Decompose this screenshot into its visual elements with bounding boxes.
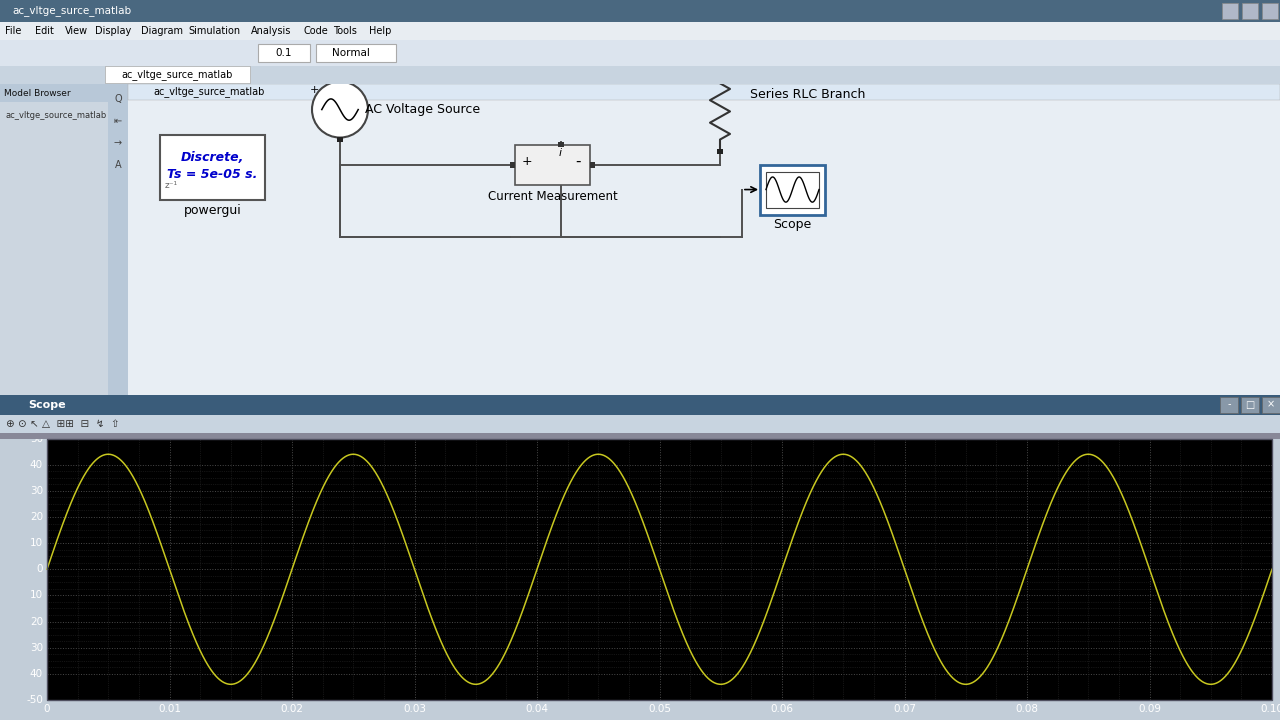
Bar: [0, 395, 1280, 415]
Text: 10: 10: [29, 538, 44, 548]
Bar: [0, 22, 1280, 40]
Bar: [558, 142, 563, 147]
Text: Analysis: Analysis: [251, 26, 292, 36]
Text: Scope: Scope: [28, 400, 65, 410]
Text: →: →: [114, 138, 122, 148]
Bar: [509, 161, 515, 168]
Text: Q: Q: [114, 94, 122, 104]
Text: 0.01: 0.01: [157, 704, 180, 714]
Bar: [47, 438, 1272, 700]
Text: 0.03: 0.03: [403, 704, 426, 714]
Text: 0: 0: [44, 704, 50, 714]
Text: Model Browser: Model Browser: [4, 89, 70, 97]
Text: Edit: Edit: [35, 26, 54, 36]
Text: -50: -50: [26, 695, 44, 705]
Text: Simulation: Simulation: [188, 26, 241, 36]
Text: AC Voltage Source: AC Voltage Source: [365, 103, 480, 116]
Text: Discrete,: Discrete,: [180, 150, 244, 164]
Text: 0.10: 0.10: [1261, 704, 1280, 714]
Text: powergui: powergui: [183, 204, 242, 217]
Text: 0.04: 0.04: [526, 704, 549, 714]
Bar: [47, 438, 1272, 700]
Bar: [765, 171, 819, 207]
Text: Scope: Scope: [773, 218, 812, 231]
Bar: [1262, 3, 1277, 19]
Text: Code: Code: [303, 26, 328, 36]
Text: -: -: [575, 154, 581, 169]
Text: ac_vltge_surce_matlab: ac_vltge_surce_matlab: [12, 6, 131, 17]
Text: File: File: [5, 26, 22, 36]
Text: Tools: Tools: [333, 26, 357, 36]
Text: Normal: Normal: [332, 48, 370, 58]
Text: A: A: [115, 160, 122, 170]
Bar: [717, 35, 723, 40]
Text: +: +: [522, 155, 532, 168]
Bar: [1262, 397, 1280, 413]
Text: i: i: [559, 148, 562, 158]
Text: Help: Help: [369, 26, 390, 36]
Text: 0.05: 0.05: [648, 704, 671, 714]
Text: 20: 20: [29, 512, 44, 522]
Bar: [590, 161, 595, 168]
Text: ac_vltge_source_matlab: ac_vltge_source_matlab: [6, 112, 108, 120]
Bar: [259, 44, 310, 62]
Text: 50: 50: [29, 433, 44, 444]
Text: 0.07: 0.07: [893, 704, 916, 714]
Text: 40: 40: [29, 459, 44, 469]
Text: z⁻¹: z⁻¹: [165, 181, 178, 189]
Text: Ts = 5e-05 s.: Ts = 5e-05 s.: [168, 168, 257, 181]
Text: View: View: [65, 26, 88, 36]
Circle shape: [312, 81, 369, 138]
Text: Series RLC Branch: Series RLC Branch: [750, 88, 865, 101]
Bar: [105, 66, 250, 83]
Text: 0.06: 0.06: [771, 704, 794, 714]
Text: ⇤: ⇤: [114, 116, 122, 126]
Text: ×: ×: [1267, 400, 1275, 410]
Text: 30: 30: [29, 643, 44, 653]
Text: 30: 30: [29, 486, 44, 496]
Text: 0.09: 0.09: [1138, 704, 1161, 714]
Bar: [128, 100, 1280, 395]
Bar: [717, 148, 723, 153]
Bar: [1220, 397, 1238, 413]
Bar: [0, 433, 1280, 438]
Text: ac_vltge_surce_matlab: ac_vltge_surce_matlab: [122, 70, 233, 81]
Text: □: □: [1245, 400, 1254, 410]
Text: ⊕ ⊙ ↖ △  ⊞⊞  ⊟  ↯  ⇧: ⊕ ⊙ ↖ △ ⊞⊞ ⊟ ↯ ⇧: [6, 418, 120, 428]
Text: 20: 20: [29, 616, 44, 626]
Bar: [0, 40, 1280, 66]
Bar: [0, 66, 1280, 84]
Bar: [1242, 397, 1260, 413]
Text: Diagram: Diagram: [142, 26, 183, 36]
Text: +: +: [310, 84, 319, 94]
Bar: [0, 84, 108, 102]
Text: 0.1: 0.1: [275, 48, 292, 58]
Text: Display: Display: [95, 26, 132, 36]
Bar: [316, 44, 396, 62]
Bar: [1222, 3, 1238, 19]
Bar: [515, 145, 590, 184]
Text: ac_vltge_surce_matlab: ac_vltge_surce_matlab: [154, 86, 265, 97]
Text: 0.08: 0.08: [1015, 704, 1038, 714]
Bar: [0, 84, 108, 395]
Bar: [108, 84, 128, 395]
Text: 10: 10: [29, 590, 44, 600]
Text: -: -: [1228, 400, 1231, 410]
Bar: [160, 135, 265, 199]
Text: Current Measurement: Current Measurement: [488, 190, 617, 203]
Bar: [128, 84, 1280, 100]
Text: 0: 0: [37, 564, 44, 575]
Bar: [760, 165, 826, 215]
Bar: [0, 0, 1280, 22]
Bar: [337, 78, 343, 83]
Bar: [337, 137, 343, 142]
Text: 40: 40: [29, 669, 44, 679]
Text: 0.02: 0.02: [280, 704, 303, 714]
Bar: [0, 415, 1280, 433]
Bar: [1242, 3, 1258, 19]
